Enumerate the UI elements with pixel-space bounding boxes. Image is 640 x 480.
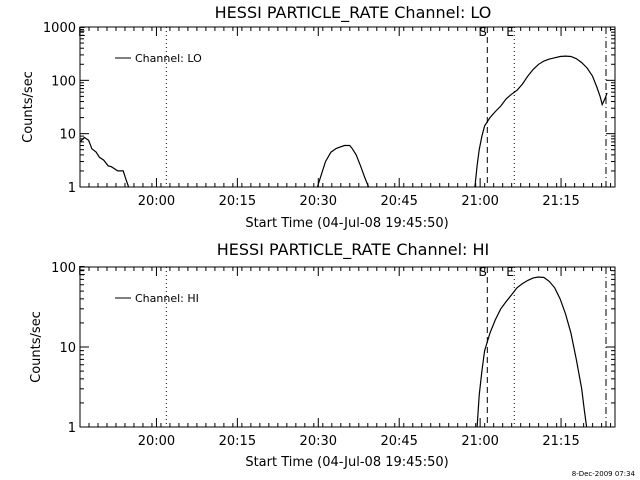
y-axis-label: Counts/sec [29,311,44,383]
legend-label: Channel: HI [135,292,199,305]
x-tick-label: 20:15 [219,194,256,209]
chart-title: HESSI PARTICLE_RATE Channel: HI [217,240,490,260]
y-axis-label: Counts/sec [21,71,36,143]
x-tick-label: 20:00 [138,434,175,449]
y-tick-label: 10 [59,341,76,356]
y-tick-label: 100 [51,261,76,276]
y-tick-label: 100 [51,74,76,89]
x-tick-label: 20:00 [138,194,175,209]
series-line [79,136,130,188]
x-tick-label: 21:00 [461,194,498,209]
y-tick-label: 1 [68,421,76,436]
plot-frame [79,26,616,188]
x-axis-label: Start Time (04-Jul-08 19:45:50) [245,455,448,470]
series-line [476,276,588,428]
x-tick-label: 21:00 [461,434,498,449]
x-tick-label: 20:30 [300,434,337,449]
time-marker-label: E [506,265,514,279]
time-marker-label: S [479,25,487,39]
chart-panel-lo: HESSI PARTICLE_RATE Channel: LO Start Ti… [21,3,616,231]
legend-label: Channel: LO [135,52,202,65]
x-tick-label: 21:15 [542,434,579,449]
y-tick-label: 1000 [43,21,76,36]
x-tick-label: 20:45 [380,434,417,449]
x-tick-label: 20:15 [219,434,256,449]
series-line [474,55,608,188]
chart-panel-hi: HESSI PARTICLE_RATE Channel: HI Start Ti… [29,240,616,470]
x-axis-label: Start Time (04-Jul-08 19:45:50) [245,216,448,231]
series-line [316,144,370,188]
y-tick-label: 10 [59,128,76,143]
y-tick-label: 1 [68,181,76,196]
x-tick-label: 20:45 [380,194,417,209]
x-tick-label: 21:15 [542,194,579,209]
chart-title: HESSI PARTICLE_RATE Channel: LO [215,3,492,23]
time-marker-label: S [479,265,487,279]
time-marker-label: E [506,25,514,39]
date-stamp: 8-Dec-2009 07:34 [572,470,636,478]
x-tick-label: 20:30 [300,194,337,209]
